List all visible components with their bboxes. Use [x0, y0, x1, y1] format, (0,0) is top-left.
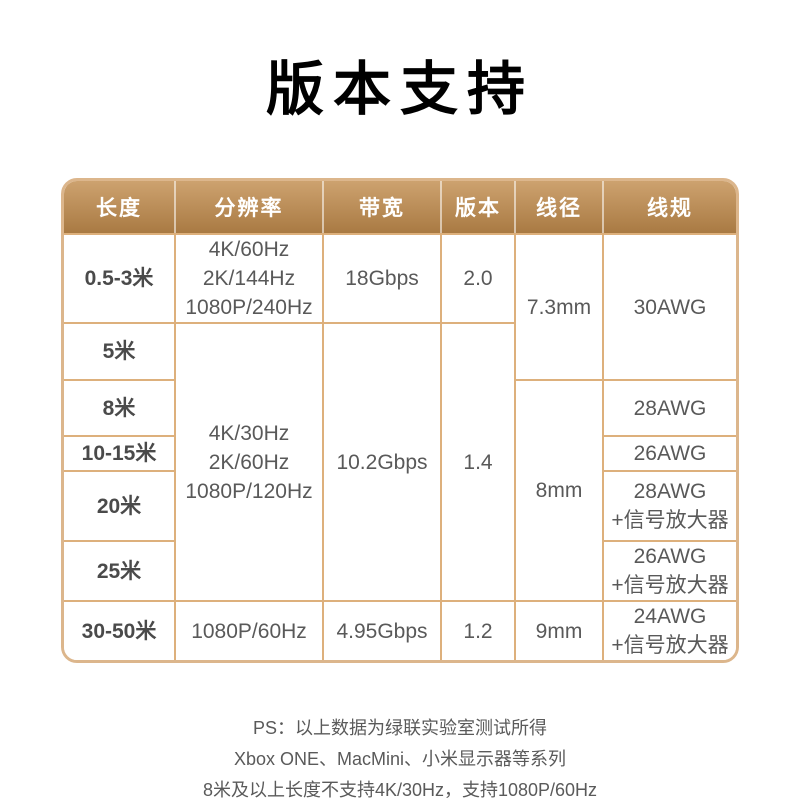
- spec-table-body: 0.5-3米 4K/60Hz 2K/144Hz 1080P/240Hz 18Gbps 2.…: [64, 233, 736, 660]
- header-row: 长度 分辨率 带宽 版本 线径 线规: [64, 181, 736, 233]
- cell-gauge: 28AWG: [604, 381, 736, 437]
- cell-line: 2K/60Hz: [208, 450, 290, 474]
- note-line: 8米及以上长度不支持4K/30Hz，支持1080P/60Hz: [202, 780, 598, 800]
- cell-resolution: 4K/30Hz 2K/60Hz 1080P/120Hz: [176, 324, 324, 602]
- cell-version: 2.0: [442, 233, 516, 324]
- cell-line: 1080P/120Hz: [185, 479, 313, 503]
- cell-gauge: 26AWG +信号放大器: [604, 542, 736, 602]
- spec-table: 长度 分辨率 带宽 版本 线径 线规 0.5-3米 4K/60Hz 2K/144Hz 1080P…: [64, 181, 736, 660]
- cell-version: 1.4: [442, 324, 516, 602]
- table-row: 8米 8mm 28AWG: [64, 381, 736, 602]
- page-title: 版本支持: [265, 57, 534, 122]
- cell-length: 20米: [64, 472, 176, 542]
- cell-bandwidth: 10.2Gbps: [324, 324, 442, 602]
- column-header-diameter: 线径: [516, 181, 604, 233]
- note-line: Xbox ONE、MacMini、小米显示器等系列: [233, 749, 567, 769]
- table-row: 30-50米 1080P/60Hz 4.95Gbps 1.2 9mm 24AWG +信号放大…: [64, 602, 736, 660]
- cell-bandwidth: 18Gbps: [324, 233, 442, 324]
- column-header-version: 版本: [442, 181, 516, 233]
- cell-line: 2K/144Hz: [202, 267, 296, 290]
- cell-gauge: 24AWG +信号放大器: [604, 602, 736, 660]
- cell-gauge: 28AWG +信号放大器: [604, 472, 736, 542]
- table-row: 5米 4K/30Hz 2K/60Hz 1080P/120Hz 10.2Gbps 1.4: [64, 324, 736, 602]
- column-header-length: 长度: [64, 181, 176, 233]
- column-header-bandwidth: 带宽: [324, 181, 442, 233]
- table-row: 25米 26AWG +信号放大器: [64, 542, 736, 602]
- cell-diameter: 7.3mm: [516, 233, 604, 381]
- cell-length: 5米: [64, 324, 176, 381]
- cell-length: 0.5-3米: [64, 233, 176, 324]
- table-row: 20米 28AWG +信号放大器: [64, 472, 736, 542]
- cell-bandwidth: 4.95Gbps: [324, 602, 442, 660]
- cell-line: 26AWG: [633, 545, 707, 568]
- column-header-resolution: 分辨率: [176, 181, 324, 233]
- cell-line: 28AWG: [633, 480, 707, 503]
- cell-line: +信号放大器: [611, 509, 729, 532]
- cell-line: 4K/30Hz: [208, 421, 290, 445]
- cell-line: +信号放大器: [611, 634, 729, 657]
- cell-gauge: 30AWG: [604, 233, 736, 381]
- note-line: PS：以上数据为绿联实验室测试所得: [252, 718, 547, 738]
- cell-line: 4K/60Hz: [208, 238, 290, 261]
- cell-length: 30-50米: [64, 602, 176, 660]
- column-header-gauge: 线规: [604, 181, 736, 233]
- cell-version: 1.2: [442, 602, 516, 660]
- cell-line: 1080P/240Hz: [185, 296, 313, 319]
- table-row: 10-15米 26AWG: [64, 437, 736, 472]
- cell-length: 25米: [64, 542, 176, 602]
- spec-table-container: 长度 分辨率 带宽 版本 线径 线规 0.5-3米 4K/60Hz 2K/144Hz 1080P…: [61, 178, 739, 663]
- cell-length: 10-15米: [64, 437, 176, 472]
- cell-length: 8米: [64, 381, 176, 437]
- spec-table-header: 长度 分辨率 带宽 版本 线径 线规: [64, 181, 736, 233]
- footnotes: PS：以上数据为绿联实验室测试所得 Xbox ONE、MacMini、小米显示器等…: [0, 713, 800, 800]
- cell-resolution: 1080P/60Hz: [176, 602, 324, 660]
- cell-diameter: 8mm: [516, 381, 604, 602]
- cell-diameter: 9mm: [516, 602, 604, 660]
- cell-gauge: 26AWG: [604, 437, 736, 472]
- table-row: 0.5-3米 4K/60Hz 2K/144Hz 1080P/240Hz 18Gbps 2.…: [64, 233, 736, 381]
- cell-line: +信号放大器: [611, 574, 729, 597]
- cell-line: 24AWG: [633, 605, 707, 628]
- cell-resolution: 4K/60Hz 2K/144Hz 1080P/240Hz: [176, 233, 324, 324]
